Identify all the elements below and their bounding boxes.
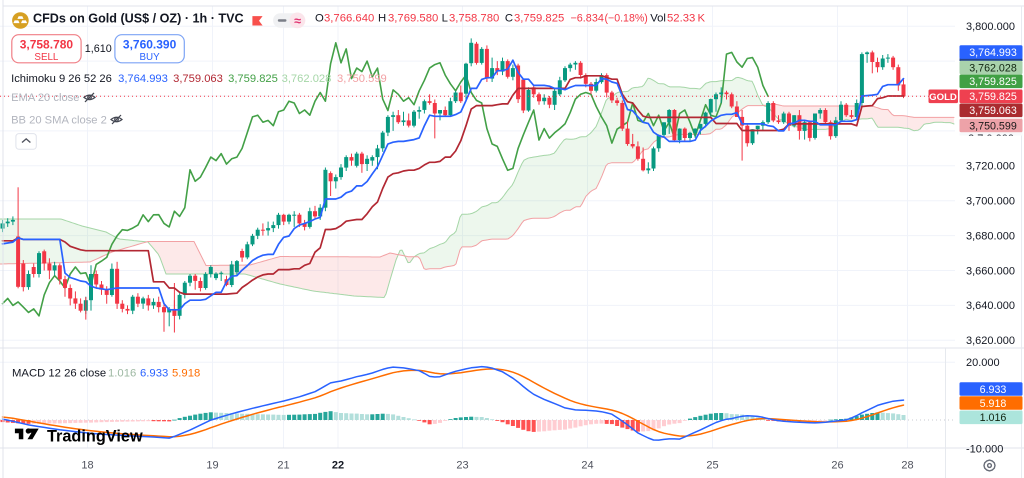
svg-text:3,759.825: 3,759.825 xyxy=(514,12,564,24)
svg-text:≈: ≈ xyxy=(294,14,301,28)
svg-text:3,7 0.000: 3,7 0.000 xyxy=(968,133,1014,145)
svg-text:CFDs on Gold (US$ / OZ) · 1h ·: CFDs on Gold (US$ / OZ) · 1h · TVC xyxy=(33,11,244,25)
svg-text:3,766.640: 3,766.640 xyxy=(324,12,374,24)
svg-text:3,620.000: 3,620.000 xyxy=(966,335,1015,347)
svg-text:1.016: 1.016 xyxy=(980,412,1007,424)
svg-text:1.016: 1.016 xyxy=(108,368,136,380)
svg-text:19: 19 xyxy=(206,459,218,471)
svg-text:52.33 K: 52.33 K xyxy=(667,12,706,24)
svg-text:3,758.780: 3,758.780 xyxy=(449,12,499,24)
svg-text:18: 18 xyxy=(81,459,93,471)
svg-text:3,764.993: 3,764.993 xyxy=(969,47,1017,59)
svg-text:3,758.780: 3,758.780 xyxy=(20,38,74,52)
svg-text:O: O xyxy=(315,12,324,24)
svg-text:-10.000: -10.000 xyxy=(966,444,1003,456)
svg-text:3,759.825: 3,759.825 xyxy=(969,91,1017,103)
svg-text:3,760.390: 3,760.390 xyxy=(123,38,177,52)
svg-text:TradingView: TradingView xyxy=(47,428,143,446)
svg-text:−6.834: −6.834 xyxy=(571,12,604,24)
svg-text:3,759.063: 3,759.063 xyxy=(969,105,1017,117)
svg-text:SELL: SELL xyxy=(34,52,59,63)
svg-text:3,680.000: 3,680.000 xyxy=(966,230,1015,242)
svg-text:(−0.18%): (−0.18%) xyxy=(605,12,648,24)
svg-text:3,720.000: 3,720.000 xyxy=(966,161,1015,173)
svg-text:3,660.000: 3,660.000 xyxy=(966,265,1015,277)
svg-text:GOLD: GOLD xyxy=(929,92,957,103)
svg-text:3,800.000: 3,800.000 xyxy=(966,21,1015,33)
svg-text:6.933: 6.933 xyxy=(140,368,168,380)
svg-text:5.918: 5.918 xyxy=(980,398,1007,410)
svg-text:6.933: 6.933 xyxy=(980,384,1007,396)
svg-text:BUY: BUY xyxy=(140,52,161,63)
svg-text:23: 23 xyxy=(456,459,468,471)
svg-text:EMA 20 close: EMA 20 close xyxy=(11,92,79,104)
svg-text:5.918: 5.918 xyxy=(172,368,200,380)
svg-text:3,762.028: 3,762.028 xyxy=(969,62,1017,74)
svg-text:3,750.599: 3,750.599 xyxy=(337,73,387,85)
svg-text:3,762.028: 3,762.028 xyxy=(282,73,332,85)
svg-text:H: H xyxy=(378,12,386,24)
svg-text:28: 28 xyxy=(901,459,913,471)
svg-text:20.000: 20.000 xyxy=(966,357,1000,369)
svg-text:1,610: 1,610 xyxy=(85,43,112,55)
svg-text:BB 20 SMA close 2: BB 20 SMA close 2 xyxy=(11,114,107,126)
svg-text:3,759.063: 3,759.063 xyxy=(173,73,223,85)
svg-text:24: 24 xyxy=(581,459,593,471)
svg-text:C: C xyxy=(505,12,513,24)
svg-text:21: 21 xyxy=(277,459,289,471)
svg-text:3,700.000: 3,700.000 xyxy=(966,196,1015,208)
svg-text:3,764.993: 3,764.993 xyxy=(118,73,168,85)
svg-text:Vol: Vol xyxy=(650,12,666,24)
svg-text:25: 25 xyxy=(706,459,718,471)
svg-text:MACD 12 26 close: MACD 12 26 close xyxy=(12,368,106,380)
svg-text:26: 26 xyxy=(831,459,843,471)
svg-text:L: L xyxy=(442,12,448,24)
svg-text:3,750.599: 3,750.599 xyxy=(969,120,1017,132)
svg-text:3,759.825: 3,759.825 xyxy=(228,73,278,85)
svg-text:22: 22 xyxy=(332,459,344,471)
svg-text:3,769.580: 3,769.580 xyxy=(388,12,438,24)
svg-text:3,640.000: 3,640.000 xyxy=(966,300,1015,312)
svg-text:3,759.825: 3,759.825 xyxy=(969,76,1017,88)
svg-text:Ichimoku 9 26 52 26: Ichimoku 9 26 52 26 xyxy=(11,73,112,85)
